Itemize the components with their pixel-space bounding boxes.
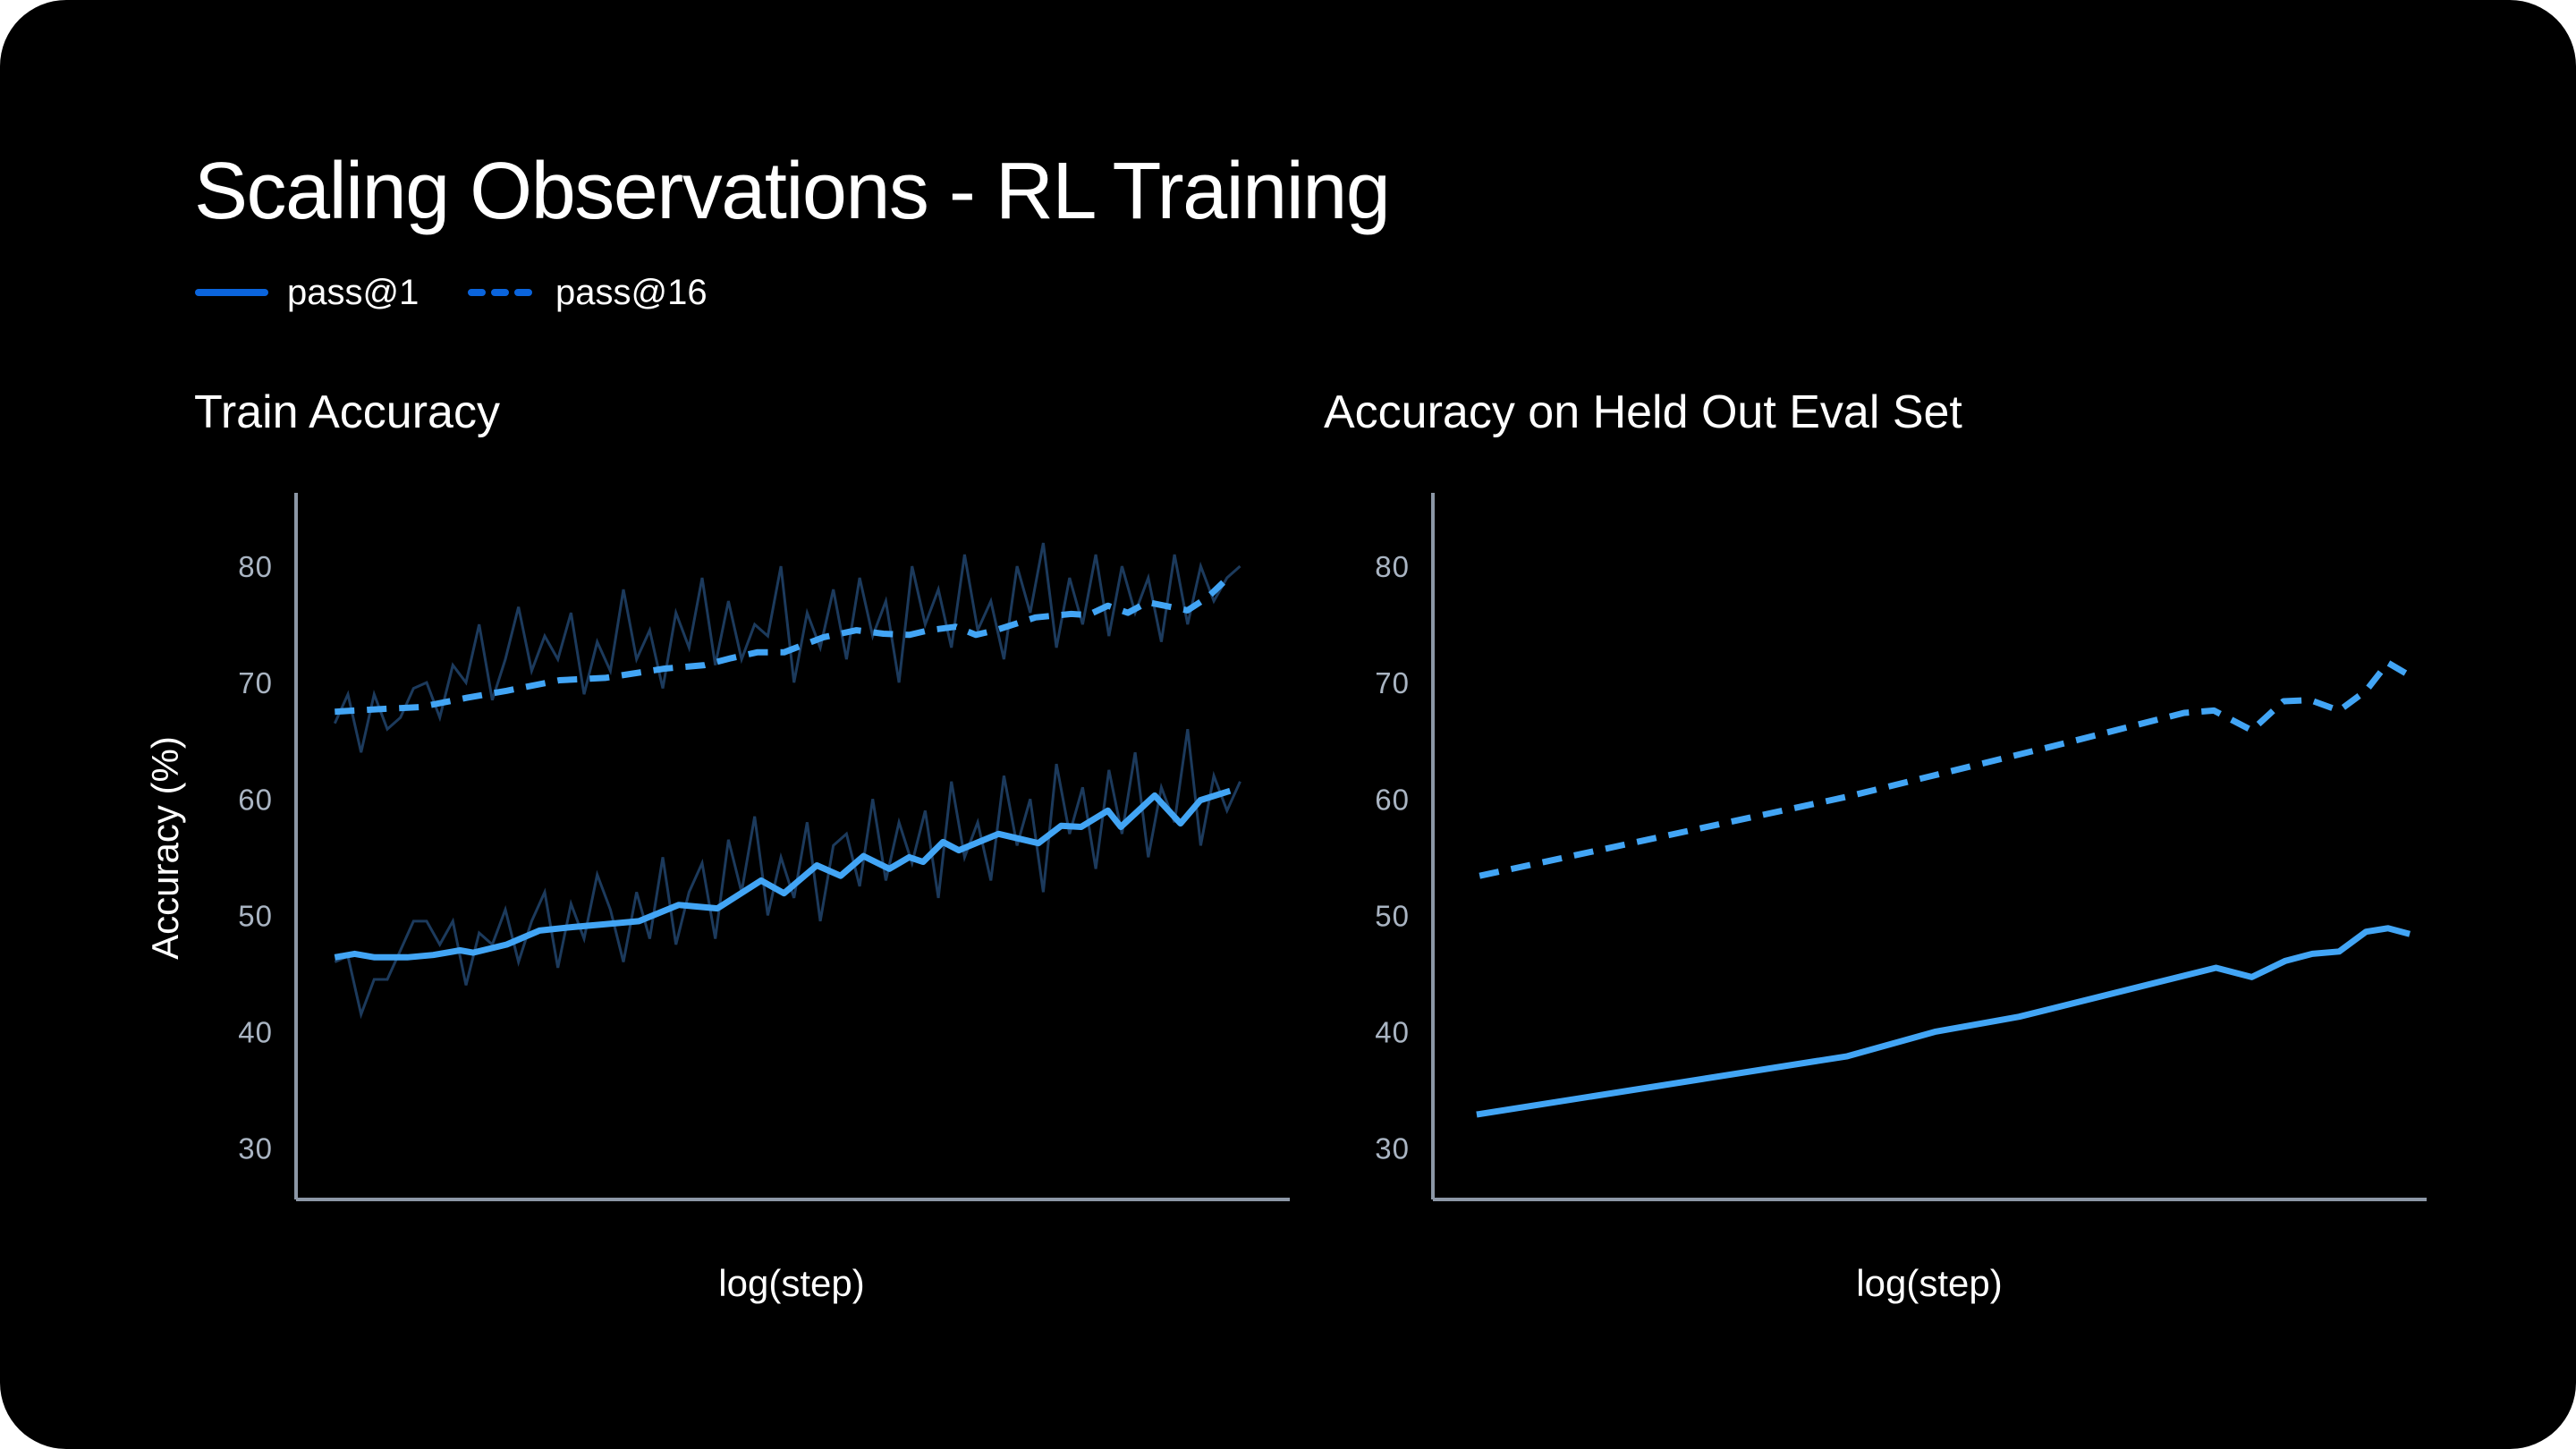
y-tick-label: 70: [1375, 666, 1410, 699]
page-title: Scaling Observations - RL Training: [194, 147, 1389, 236]
chart-0: 30 40 50 60 70 80: [238, 493, 1290, 1201]
x-axis-label-train: log(step): [718, 1262, 864, 1304]
chart-title-train: Train Accuracy: [194, 386, 500, 438]
y-axis-label: Accuracy (%): [144, 736, 186, 960]
y-tick-label: 50: [1375, 899, 1410, 932]
y-tick-label: 50: [238, 899, 273, 932]
chart-title-eval: Accuracy on Held Out Eval Set: [1324, 386, 1962, 438]
raw-series-pass@16: [333, 542, 1241, 753]
series-pass@16: [1479, 659, 2411, 879]
y-tick-label: 80: [1375, 550, 1410, 583]
chart-1: 30 40 50 60 70 80: [1375, 493, 2427, 1201]
y-tick-label: 60: [1375, 783, 1410, 816]
y-tick-label: 40: [1375, 1016, 1410, 1049]
y-tick-label: 30: [1375, 1132, 1410, 1165]
series-pass@16: [335, 580, 1226, 716]
legend-label-pass16: pass@16: [555, 273, 708, 312]
y-tick-label: 30: [238, 1132, 273, 1165]
series-pass@1: [334, 787, 1232, 961]
legend-label-pass1: pass@1: [287, 273, 419, 312]
series-pass@1: [1476, 925, 2411, 1118]
y-tick-label: 80: [238, 550, 273, 583]
x-axis-label-eval: log(step): [1856, 1262, 2002, 1304]
raw-series-pass@1: [334, 728, 1241, 1020]
y-tick-label: 60: [238, 783, 273, 816]
legend: pass@1 pass@16: [195, 273, 708, 312]
y-tick-label: 70: [238, 666, 273, 699]
y-tick-label: 40: [238, 1016, 273, 1049]
